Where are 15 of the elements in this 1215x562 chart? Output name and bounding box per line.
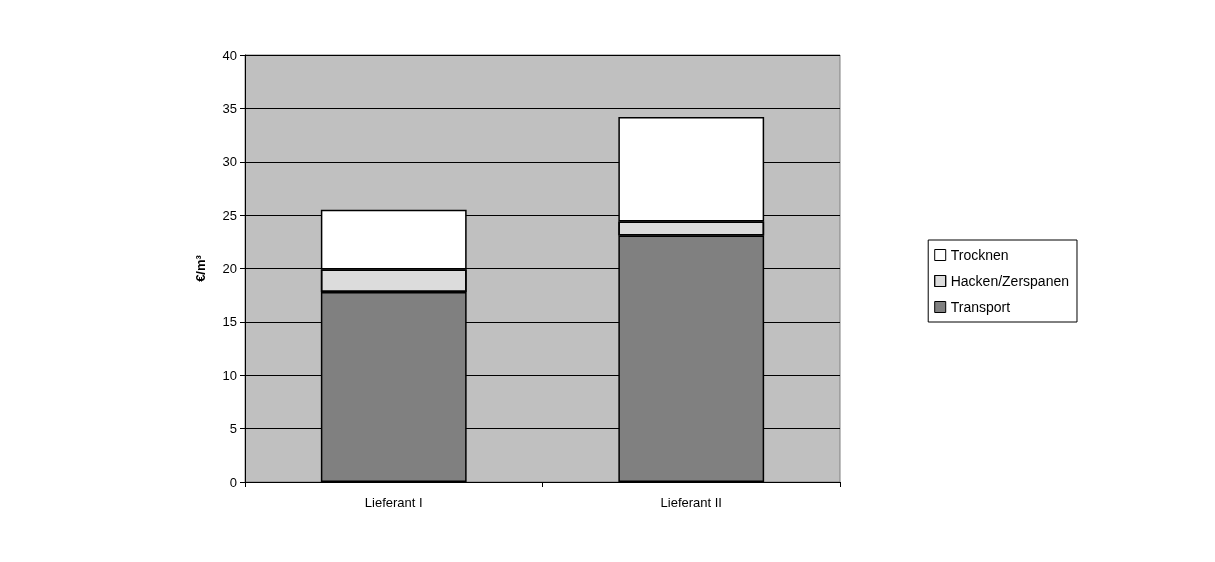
legend-label: Transport	[950, 299, 1011, 315]
x-tick-label: Lieferant II	[660, 495, 722, 510]
y-tick-label: 10	[222, 367, 237, 383]
legend-label: Trocknen	[950, 247, 1009, 263]
y-tick-label: 40	[222, 47, 237, 63]
y-tick-label: 25	[222, 207, 237, 223]
y-tick-label: 15	[222, 314, 237, 330]
y-tick-label: 30	[222, 154, 237, 170]
y-tick-label: 5	[229, 421, 237, 437]
y-tick-label: 0	[229, 474, 237, 490]
x-tick-label: Lieferant I	[364, 495, 423, 510]
y-axis-title: €/m³	[193, 254, 208, 282]
y-tick-label: 20	[222, 261, 237, 276]
y-tick-label: 35	[222, 100, 237, 116]
legend-label: Hacken/Zerspanen	[950, 273, 1070, 289]
